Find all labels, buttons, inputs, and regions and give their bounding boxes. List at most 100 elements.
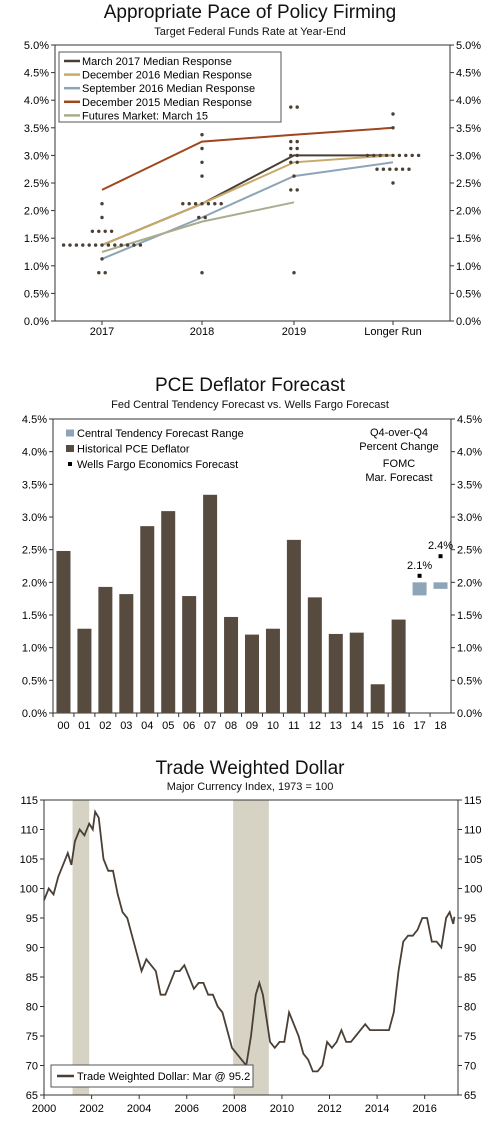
- fomc-dot: [388, 167, 392, 171]
- fomc-dot: [375, 167, 379, 171]
- x-tick-label: 17: [413, 720, 425, 732]
- fomc-dot: [100, 243, 104, 247]
- x-tick-label: 2004: [127, 1103, 151, 1115]
- fomc-dot: [113, 243, 117, 247]
- fomc-dot: [295, 188, 299, 192]
- y-tick-label: 0.0%: [22, 708, 47, 720]
- y-tick-label: 80: [464, 1002, 476, 1014]
- pce-bar: [203, 494, 218, 713]
- chart-subtitle: Major Currency Index, 1973 = 100: [166, 781, 334, 793]
- pce-bar: [328, 633, 343, 713]
- fomc-dot: [193, 202, 198, 206]
- pce-bar: [245, 634, 259, 713]
- y-tick-label: 90: [464, 943, 476, 955]
- fomc-dot: [103, 229, 107, 233]
- y-tick-label: 70: [26, 1061, 38, 1073]
- x-tick-label: 2016: [412, 1103, 436, 1115]
- fomc-dot: [109, 229, 114, 233]
- x-tick-label: 09: [246, 720, 258, 732]
- dollar-chart: 65 65 70 70 75 75 80 80 85 85 90 90 95 95 100 100 105 105…: [20, 795, 483, 1115]
- fomc-dot: [61, 243, 66, 247]
- y-tick-label: 75: [26, 1031, 38, 1043]
- fomc-dot: [81, 243, 85, 247]
- fomc-dot: [410, 153, 414, 158]
- fed-funds-chart-panel: Appropriate Pace of Policy Firming Targe…: [0, 0, 500, 360]
- y-tick-label: 3.0%: [22, 512, 47, 524]
- pce-bar: [370, 684, 385, 713]
- legend-box: [58, 51, 282, 123]
- y-tick-label: 1.0%: [456, 261, 481, 273]
- y-tick-label: 95: [464, 913, 476, 925]
- fomc-dot: [106, 243, 111, 247]
- y-tick-label: 110: [20, 825, 38, 837]
- x-tick-label: 03: [120, 720, 132, 732]
- y-tick-label: 2.0%: [22, 577, 47, 589]
- y-tick-label: 2.5%: [24, 178, 49, 190]
- wells-fargo-forecast-marker: [438, 554, 443, 559]
- y-tick-label: 85: [464, 972, 476, 984]
- y-tick-label: 3.5%: [456, 123, 481, 135]
- x-tick-label: 16: [393, 720, 405, 732]
- fomc-dot: [365, 153, 370, 158]
- fomc-dot: [138, 243, 143, 247]
- y-tick-label: 1.0%: [24, 261, 49, 273]
- y-tick-label: 4.0%: [457, 447, 482, 459]
- y-tick-label: 115: [20, 795, 38, 807]
- chart-title: PCE Deflator Forecast: [154, 375, 346, 396]
- x-tick-label: 2002: [79, 1103, 103, 1115]
- chart-subtitle: Target Federal Funds Rate at Year-End: [154, 26, 346, 38]
- legend-box: [50, 1064, 254, 1088]
- pce-chart: 0.0% 0.0% 0.5% 0.5% 1.0% 1.0% 1.5% 1.5% 2.0% 2.0%…: [22, 414, 482, 732]
- fomc-dot: [200, 202, 204, 206]
- pce-bar: [119, 594, 134, 713]
- annotation-text: Percent Change: [359, 441, 439, 453]
- fomc-dot: [90, 229, 95, 233]
- annotation-text: FOMC: [383, 458, 415, 470]
- fomc-dot: [372, 153, 376, 158]
- fomc-dot: [87, 243, 91, 247]
- series-line: [101, 154, 394, 247]
- y-tick-label: 0.5%: [24, 288, 49, 300]
- fomc-dot: [119, 243, 123, 247]
- fomc-dot: [200, 271, 204, 275]
- fomc-dot: [400, 167, 405, 171]
- y-tick-label: 65: [26, 1090, 38, 1102]
- fomc-dot: [295, 139, 299, 144]
- fomc-dot: [213, 202, 217, 206]
- fomc-dot: [206, 202, 211, 206]
- fomc-dot: [295, 105, 299, 109]
- y-tick-label: 5.0%: [456, 40, 481, 52]
- pce-bar: [349, 632, 364, 713]
- fomc-dot: [289, 188, 293, 192]
- x-tick-label: 2010: [270, 1103, 294, 1115]
- fomc-dot: [97, 229, 101, 233]
- fomc-dot: [391, 112, 395, 116]
- legend-label: December 2015 Median Response: [82, 97, 252, 109]
- fomc-dot: [100, 202, 104, 206]
- chart-subtitle: Fed Central Tendency Forecast vs. Wells …: [111, 399, 389, 411]
- y-tick-label: 3.5%: [457, 479, 482, 491]
- fomc-dot: [295, 153, 299, 158]
- y-tick-label: 110: [464, 825, 482, 837]
- x-tick-label: Longer Run: [364, 326, 422, 338]
- series-line: [101, 126, 394, 191]
- fomc-dot: [289, 146, 293, 151]
- y-tick-label: 4.0%: [24, 95, 49, 107]
- y-tick-label: 3.0%: [456, 150, 481, 162]
- y-tick-label: 1.5%: [457, 610, 482, 622]
- legend-label: September 2016 Median Response: [82, 83, 255, 95]
- recession-shading: [72, 800, 90, 1095]
- pce-bar: [265, 628, 280, 713]
- x-tick-label: 00: [57, 720, 69, 732]
- y-tick-label: 0.5%: [456, 288, 481, 300]
- pce-bar: [161, 511, 176, 713]
- pce-bar: [224, 616, 239, 713]
- y-tick-label: 115: [464, 795, 482, 807]
- y-tick-label: 4.5%: [22, 414, 47, 426]
- series-line: [43, 809, 456, 1073]
- central-tendency-range: [412, 582, 427, 596]
- y-tick-label: 2.5%: [457, 545, 482, 557]
- y-tick-label: 1.0%: [22, 643, 47, 655]
- y-tick-label: 0.0%: [456, 316, 481, 328]
- fomc-dot: [93, 243, 98, 247]
